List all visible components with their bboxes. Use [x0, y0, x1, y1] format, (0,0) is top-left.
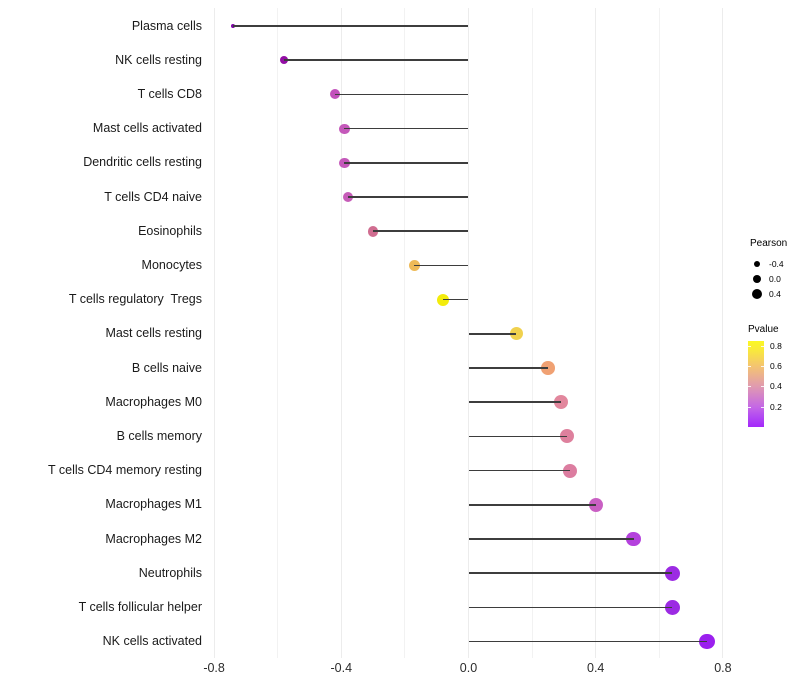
gridline-minor	[404, 8, 406, 658]
gradient-tick-mark	[748, 386, 751, 387]
lollipop-dot	[563, 463, 578, 478]
x-tick-label: -0.4	[330, 661, 353, 675]
lollipop-stem	[344, 127, 469, 130]
pvalue-tick-label: 0.6	[770, 360, 782, 371]
lollipop-stem	[468, 367, 548, 369]
lollipop-dot	[230, 23, 236, 29]
category-label: Dendritic cells resting	[83, 155, 202, 170]
x-tick-label: 0.0	[459, 661, 478, 675]
lollipop-dot	[342, 191, 353, 203]
size-legend-label: 0.0	[769, 273, 781, 284]
lollipop-stem	[284, 59, 469, 62]
gridline-major	[213, 8, 215, 658]
lollipop-dot	[367, 225, 379, 237]
pvalue-gradient-bar	[748, 341, 764, 427]
category-label: T cells regulatory Tregs	[68, 292, 202, 307]
gradient-tick-mark	[748, 346, 751, 347]
lollipop-stem	[347, 196, 469, 198]
gridline-major	[722, 8, 724, 658]
lollipop-dot	[560, 429, 575, 444]
lollipop-stem	[344, 161, 469, 164]
category-label: Macrophages M2	[105, 531, 202, 546]
lollipop-dot	[588, 497, 603, 512]
category-label: Plasma cells	[131, 18, 202, 33]
lollipop-stem	[468, 572, 673, 575]
category-label: Mast cells activated	[92, 121, 202, 136]
category-label: B cells memory	[116, 428, 202, 443]
category-label: NK cells activated	[102, 634, 202, 649]
lollipop-dot	[664, 599, 680, 615]
lollipop-stem	[414, 264, 469, 267]
size-legend-dot	[751, 288, 763, 300]
gradient-tick-mark	[761, 386, 764, 387]
gridline-major	[595, 8, 597, 658]
pvalue-tick-label: 0.8	[770, 340, 782, 351]
category-label: Eosinophils	[138, 223, 202, 238]
category-label: T cells follicular helper	[78, 599, 202, 614]
lollipop-stem	[468, 503, 596, 506]
category-label: T cells CD8	[137, 86, 202, 101]
lollipop-stem	[468, 435, 568, 438]
gridline-major	[340, 8, 342, 658]
lollipop-stem	[468, 606, 673, 609]
size-legend-title: Pearson	[750, 238, 788, 249]
lollipop-stem	[468, 469, 571, 472]
lollipop-dot	[408, 259, 421, 272]
category-label: T cells CD4 memory resting	[48, 463, 202, 478]
lollipop-stem	[443, 298, 469, 301]
lollipop-dot	[509, 327, 523, 341]
pvalue-tick-label: 0.2	[770, 401, 782, 412]
gradient-tick-mark	[761, 346, 764, 347]
gradient-tick-mark	[761, 366, 764, 367]
category-label: NK cells resting	[115, 52, 202, 67]
pvalue-tick-label: 0.4	[770, 380, 782, 391]
category-label: B cells naive	[131, 360, 202, 375]
lollipop-stem	[468, 538, 634, 540]
category-label: Monocytes	[141, 257, 202, 272]
gradient-tick-mark	[748, 407, 751, 408]
size-legend-label: 0.4	[769, 288, 781, 299]
x-tick-label: 0.4	[586, 661, 605, 675]
gradient-tick-mark	[761, 407, 764, 408]
size-legend-dot	[752, 274, 762, 284]
category-label: Macrophages M1	[105, 497, 202, 512]
lollipop-stem	[334, 93, 469, 96]
color-legend-title: Pvalue	[748, 324, 779, 335]
category-label: Macrophages M0	[105, 394, 202, 409]
gridline-minor	[658, 8, 660, 658]
size-legend-label: -0.4	[769, 258, 784, 269]
category-label: Neutrophils	[138, 565, 202, 580]
gradient-tick-mark	[748, 366, 751, 367]
lollipop-stem	[468, 640, 707, 643]
lollipop-stem	[233, 25, 469, 27]
size-legend-dot	[753, 260, 761, 268]
lollipop-dot	[553, 395, 568, 410]
category-label: T cells CD4 naive	[104, 189, 202, 204]
lollipop-stem	[468, 401, 561, 404]
x-tick-label: 0.8	[714, 661, 732, 675]
lollipop-stem	[468, 332, 517, 335]
lollipop-dot	[664, 565, 680, 581]
category-label: Mast cells resting	[105, 326, 202, 341]
gridline-minor	[531, 8, 533, 658]
x-tick-label: -0.8	[203, 661, 225, 675]
lollipop-stem	[373, 230, 469, 233]
gridline-minor	[277, 8, 279, 658]
